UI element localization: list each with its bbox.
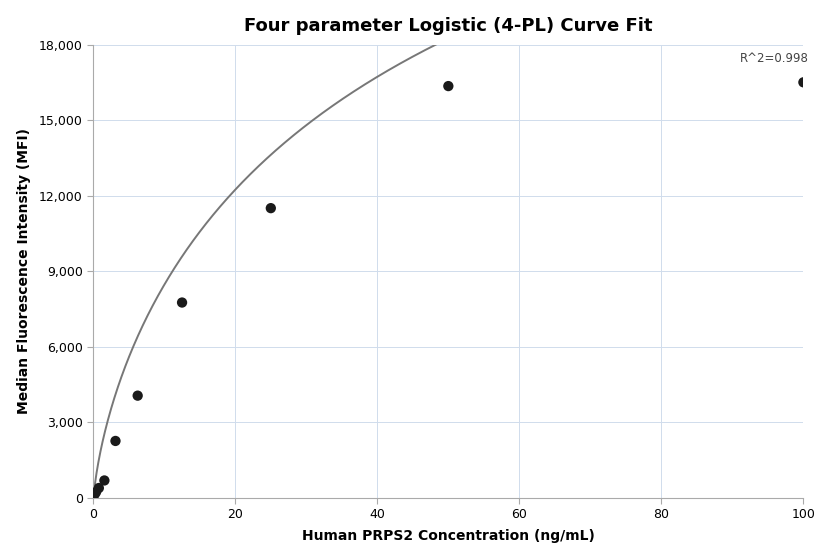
Point	[265, 204, 278, 213]
Point	[442, 82, 455, 91]
Text: R^2=0.998: R^2=0.998	[740, 52, 809, 65]
Title: Four parameter Logistic (4-PL) Curve Fit: Four parameter Logistic (4-PL) Curve Fit	[244, 17, 652, 35]
Point	[97, 476, 111, 485]
Point	[92, 483, 106, 492]
Point	[797, 78, 810, 87]
Point	[131, 391, 144, 400]
Point	[89, 488, 102, 497]
Y-axis label: Median Fluorescence Intensity (MFI): Median Fluorescence Intensity (MFI)	[17, 128, 31, 414]
X-axis label: Human PRPS2 Concentration (ng/mL): Human PRPS2 Concentration (ng/mL)	[302, 529, 595, 543]
Point	[88, 490, 102, 499]
Point	[176, 298, 189, 307]
Point	[109, 436, 122, 445]
